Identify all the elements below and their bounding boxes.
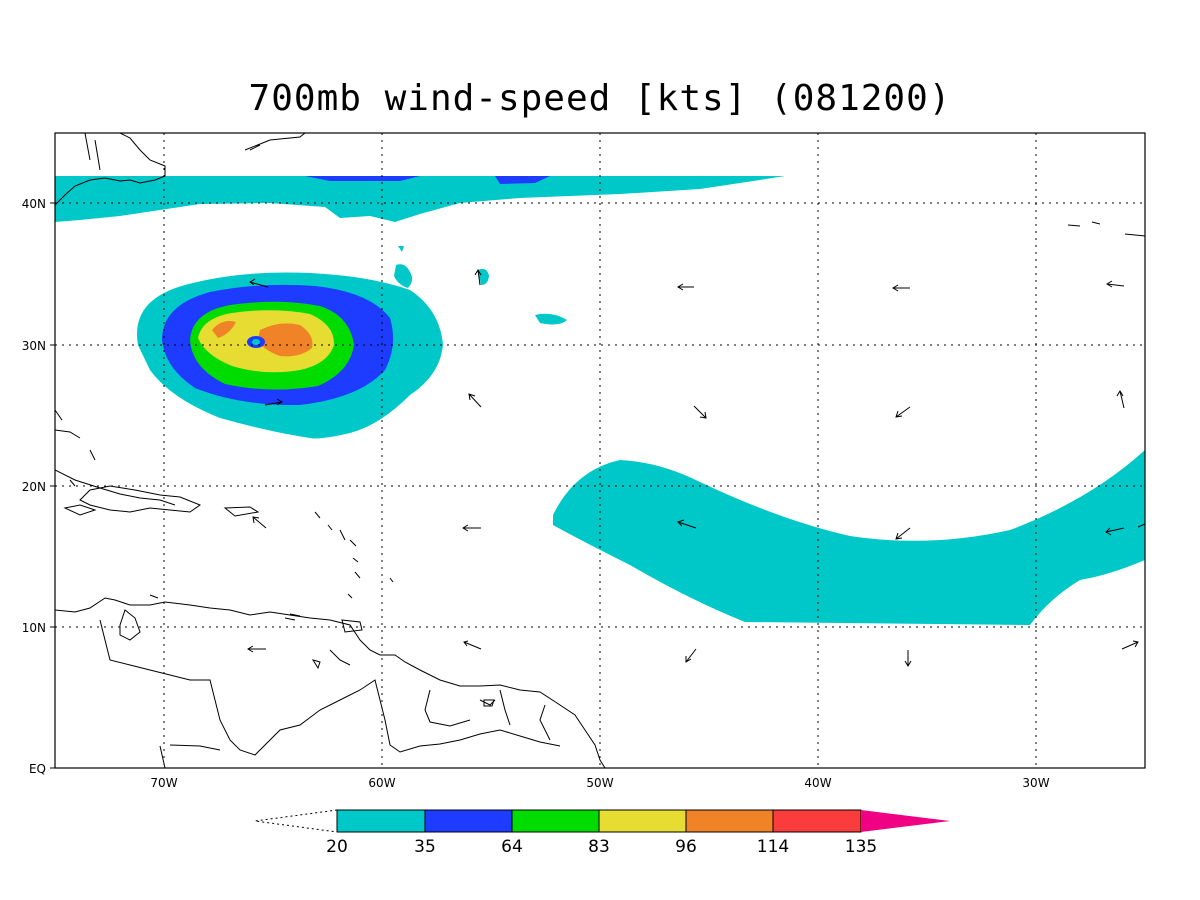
lon-label: 30W [1022,776,1049,790]
coastlines [55,133,1145,768]
jet-band-35b [495,176,550,184]
colorbar-label: 96 [675,837,697,857]
lon-label: 40W [804,776,831,790]
coast-nova-scotia [244,133,306,151]
wind-arrow [463,640,482,650]
lat-label: 40N [22,197,46,211]
colorbar-label: 35 [414,837,436,857]
colorbar-box [685,809,774,833]
lon-label: 50W [586,776,613,790]
coast-islands [149,594,495,707]
coast-puerto-rico [223,506,260,517]
wind-arrow [693,405,707,419]
wind-arrow [468,393,482,408]
coast-south-america [55,597,606,768]
lat-label: 20N [22,480,46,494]
wind-arrow [1121,640,1139,650]
colorbar-label: 83 [588,837,610,857]
colorbar-box [511,809,600,833]
easterly-band-20 [553,450,1145,625]
wind-shading [55,176,1145,625]
wind-arrow [249,278,269,288]
lon-label: 60W [368,776,395,790]
lat-ticks [50,202,55,769]
colorbar-box [772,809,862,833]
wind-arrow [1106,280,1125,288]
patch-20d [398,246,404,252]
wind-arrow [474,269,482,286]
wind-arrow [685,648,697,663]
wind-arrow [1105,527,1125,536]
lat-label: 10N [22,621,46,635]
wind-arrow [895,527,911,540]
wind-arrow [247,645,266,653]
coast-azores [1067,221,1145,237]
coast-northwest-sa [159,744,221,768]
coast-florida [55,409,96,461]
wind-arrow [264,398,283,406]
wind-arrow [1116,390,1125,409]
wind-arrow [895,406,911,418]
colorbar-label: 114 [757,837,789,857]
coast-cuba [55,469,176,506]
colorbar-box [424,809,513,833]
colorbar-box [598,809,687,833]
storm-eye-20 [252,339,260,345]
lon-label: 70W [150,776,177,790]
wind-vectors [247,269,1146,667]
lon-axis-labels: 70W 60W 50W 40W 30W [150,776,1049,790]
wind-arrow [462,524,481,532]
coast-lesser-antilles [314,511,394,599]
coast-jamaica [63,504,97,516]
colorbar-label: 64 [501,837,523,857]
coast-trinidad [284,613,363,633]
wind-arrow [252,516,267,529]
colorbar-label: 20 [326,837,348,857]
storm-band-96b [212,321,236,338]
jet-band-35a [305,176,420,181]
coast-northeast-us [55,133,166,206]
patch-20c [535,313,567,325]
graticule [55,133,1145,768]
map-title: 700mb wind-speed [kts] (081200) [248,78,952,119]
wind-arrow [677,283,694,291]
jet-band-20 [55,176,785,222]
lat-axis-labels: 40N 30N 20N 10N EQ [22,197,46,776]
colorbar-label: 135 [845,837,877,857]
map-frame [54,132,1146,769]
lat-label: EQ [29,762,46,776]
wind-arrow [677,519,697,529]
coast-hispaniola [79,485,202,513]
coast-venezuela-interior [99,619,561,756]
lat-label: 30N [22,339,46,353]
patch-20a [394,264,413,288]
colorbar-low-triangle [254,809,338,833]
wind-arrow [892,284,910,292]
colorbar: 20 35 64 83 96 114 135 [254,809,950,857]
storm-band-96 [258,323,313,357]
patch-20b [478,268,489,285]
wind-arrow [904,650,912,667]
colorbar-box [336,809,426,833]
coast-lake [119,609,141,641]
colorbar-high-triangle [861,810,950,832]
wind-arrow [1137,523,1146,528]
